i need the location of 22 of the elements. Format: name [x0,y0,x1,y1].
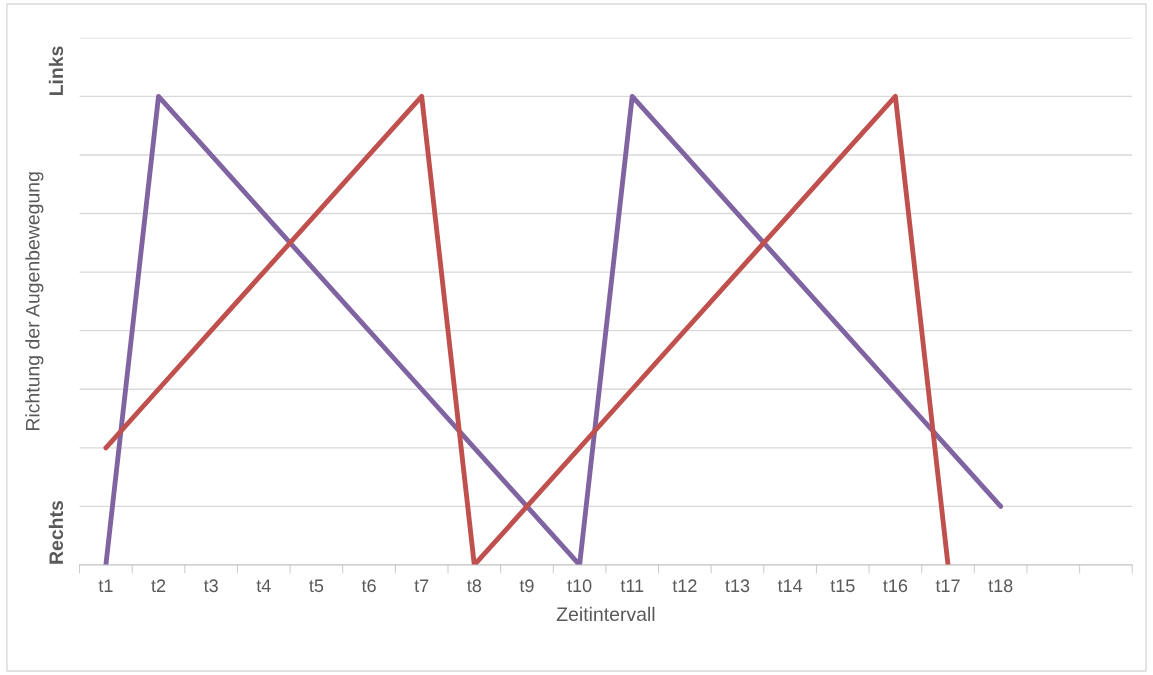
y-axis-title: Richtung der Augenbewegung [25,172,44,431]
x-tick-label: t9 [519,579,534,593]
text: Rechts [48,500,64,564]
x-tick-label: t5 [309,579,324,593]
x-tick-label: t2 [151,579,166,593]
x-tick-label: t14 [777,579,803,593]
x-tick-label: t3 [203,579,218,593]
x-tick-label: t7 [414,579,429,593]
x-tick-label: t16 [883,579,908,593]
x-tick-label: t8 [467,579,482,593]
x-tick-label: t10 [567,579,592,593]
x-tick-label: t6 [361,579,376,593]
x-tick-label: t13 [725,579,750,593]
x-tick-label: t4 [256,579,271,593]
x-axis-title: Zeitintervall [556,606,655,622]
x-tick-label: t18 [988,579,1013,593]
x-tick-label: t12 [672,579,697,593]
x-tick-label: t17 [935,579,960,593]
text: Links [48,46,64,96]
x-tick-label: t1 [98,579,113,593]
x-tick-label: t11 [620,579,644,593]
x-tick-label: t15 [830,579,855,593]
